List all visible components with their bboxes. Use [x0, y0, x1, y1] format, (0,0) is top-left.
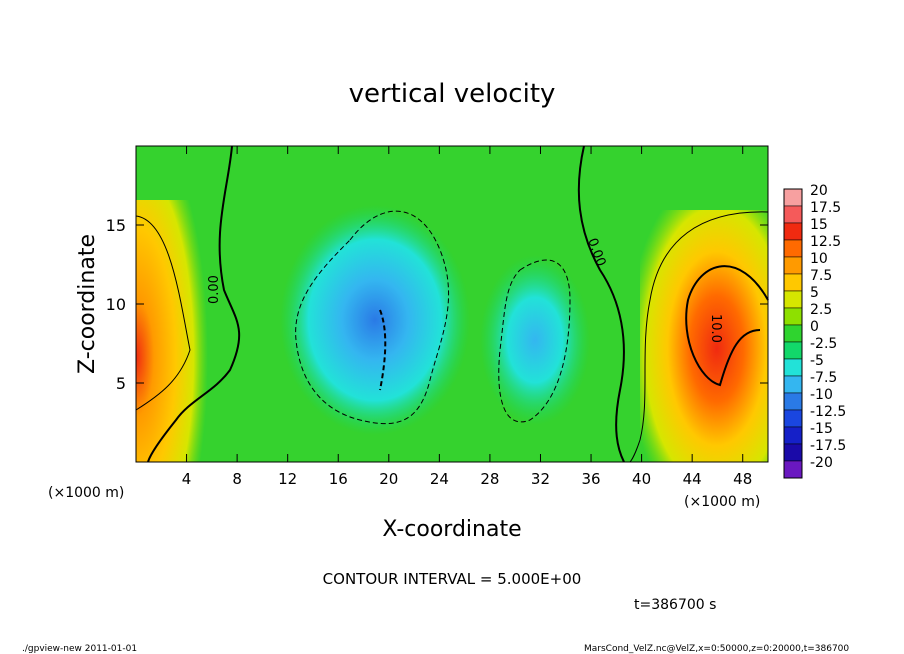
colorbar-level-label: 0	[810, 319, 819, 335]
colorbar-swatch	[783, 256, 803, 275]
colorbar-level-label: 20	[810, 183, 828, 199]
y-tick-label: 15	[106, 216, 126, 235]
x-tick-label: 4	[182, 470, 192, 488]
colorbar-level-label: -5	[810, 353, 824, 369]
x-tick-label: 20	[379, 470, 398, 488]
x-tick-label: 12	[278, 470, 297, 488]
contour-label-1: 0.00	[207, 275, 222, 304]
x-unit-left: (×1000 m)	[48, 485, 124, 501]
colorbar-level-label: -7.5	[810, 370, 837, 386]
x-tick-label: 40	[632, 470, 651, 488]
contour-ten-right	[685, 265, 769, 387]
x-tick-label: 24	[430, 470, 449, 488]
colorbar-swatch	[783, 188, 803, 207]
contour-five-left	[135, 215, 191, 411]
contour-label-3: 10.0	[708, 314, 723, 343]
field-downdraft-secondary	[480, 255, 590, 425]
colorbar-swatch	[783, 222, 803, 241]
colorbar-swatch	[783, 460, 803, 479]
y-tick-label: 10	[106, 295, 126, 314]
colorbar-level-label: -20	[810, 455, 833, 471]
contour-zero-middle	[577, 145, 625, 463]
x-tick-label: 48	[733, 470, 752, 488]
colorbar: 2017.51512.5107.552.50-2.5-5-7.5-10-12.5…	[783, 183, 846, 479]
colorbar-level-label: -15	[810, 421, 833, 437]
colorbar-swatch	[783, 426, 803, 445]
colorbar-frame	[783, 188, 803, 479]
x-tick-label: 16	[329, 470, 348, 488]
footer-left: ./gpview-new 2011-01-01	[22, 644, 137, 654]
colorbar-swatch	[783, 205, 803, 224]
field-downdraft-main	[280, 205, 470, 435]
x-tick-label: 36	[581, 470, 600, 488]
x-ticks: 4 8 12 16 20 24 28 32 36 40 44 48	[182, 146, 752, 488]
colorbar-swatch	[783, 443, 803, 462]
footer-right: MarsCond_VelZ.nc@VelZ,x=0:50000,z=0:2000…	[584, 644, 849, 654]
colorbar-level-label: -17.5	[810, 438, 846, 454]
field-warm-right	[640, 210, 768, 462]
y-ticks: 5 10 15	[106, 216, 768, 393]
chart-title: vertical velocity	[349, 79, 556, 109]
x-tick-label: 28	[480, 470, 499, 488]
y-tick-label: 5	[116, 374, 126, 393]
colorbar-level-label: 7.5	[810, 268, 832, 284]
contour-neg-core	[379, 309, 387, 391]
colorbar-swatch	[783, 375, 803, 394]
colorbar-level-label: 2.5	[810, 302, 832, 318]
colorbar-level-label: -2.5	[810, 336, 837, 352]
contour-neg-secondary	[498, 259, 571, 423]
contour-five-right	[629, 211, 769, 463]
x-tick-label: 8	[232, 470, 242, 488]
colorbar-level-label: -12.5	[810, 404, 846, 420]
colorbar-swatch	[783, 307, 803, 326]
x-axis-label: X-coordinate	[382, 517, 521, 542]
colorbar-level-label: 15	[810, 217, 828, 233]
field-warm-left	[136, 200, 216, 462]
colorbar-swatch	[783, 341, 803, 360]
colorbar-level-label: 5	[810, 285, 819, 301]
x-unit-right: (×1000 m)	[684, 494, 760, 510]
x-tick-label: 44	[683, 470, 702, 488]
colorbar-swatch	[783, 358, 803, 377]
x-tick-label: 32	[531, 470, 550, 488]
colorbar-level-label: 10	[810, 251, 828, 267]
colorbar-swatch	[783, 273, 803, 292]
contour-zero-left	[147, 145, 241, 463]
plot-area: 0.00 0.00 10.0 4 8 12 16 20 24 28 32 36 40 44 48 51…	[106, 145, 769, 488]
colorbar-level-label: -10	[810, 387, 833, 403]
colorbar-swatch	[783, 392, 803, 411]
time-label: t=386700 s	[634, 597, 716, 613]
colorbar-swatch	[783, 324, 803, 343]
colorbar-swatch	[783, 239, 803, 258]
contour-neg-main	[295, 210, 450, 425]
colorbar-level-label: 17.5	[810, 200, 841, 216]
y-axis-label: Z-coordinate	[75, 234, 100, 374]
contour-interval: CONTOUR INTERVAL = 5.000E+00	[323, 570, 582, 588]
colorbar-level-label: 12.5	[810, 234, 841, 250]
colorbar-swatch	[783, 290, 803, 309]
colorbar-swatch	[783, 409, 803, 428]
